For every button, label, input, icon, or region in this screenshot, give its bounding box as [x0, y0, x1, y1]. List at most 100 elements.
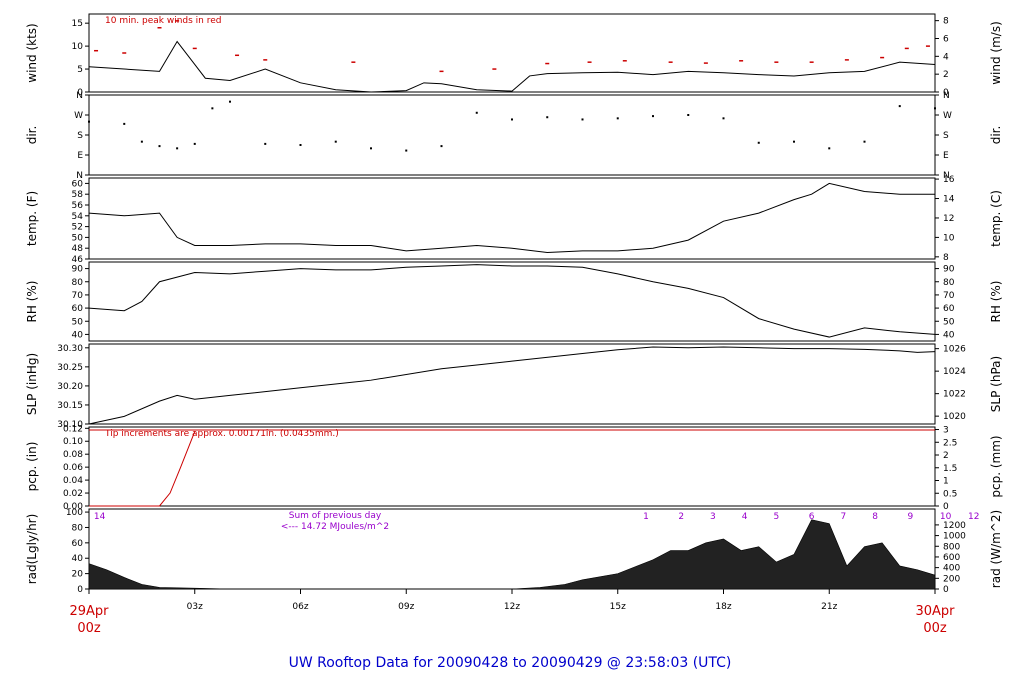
wind-right-tick-label: 0: [943, 88, 949, 98]
time-end-hour: 00z: [923, 621, 947, 636]
time-tick-label: 06z: [292, 602, 308, 612]
pcp-frame: [88, 426, 936, 507]
rh-right-tick-label: 90: [943, 265, 955, 275]
dir-point: [264, 142, 267, 145]
time-tick-label: 12z: [504, 602, 520, 612]
rad-right-tick-label: 800: [943, 542, 960, 552]
pcp-right-tick-label: 0.5: [943, 489, 957, 499]
slp-left-tick-label: 30.10: [57, 420, 83, 430]
dir-point: [757, 141, 760, 144]
rad-hour-mark: 7: [840, 512, 846, 522]
panel-wind: 0 5 10 15 0 2 4 6 8 wind (kts) wind (m/s) 10 min. p…: [25, 13, 1003, 98]
temp-left-tick-label: 46: [72, 255, 84, 265]
time-tick-label: 18z: [715, 602, 731, 612]
dir-left-tick-label: W: [74, 111, 83, 121]
wind-right-tick-label: 8: [943, 17, 949, 27]
dir-point: [88, 120, 90, 123]
temp-frame: [88, 177, 936, 260]
pcp-right-tick-label: 2.5: [943, 438, 957, 448]
wind-ylabel-right: wind (m/s): [989, 21, 1003, 85]
panel-rh: 40 50 60 70 80 90 40 50 60 70 80 90 RH (%) RH (%): [25, 261, 1003, 342]
rad-hour-mark: 2: [678, 512, 684, 522]
temp-left-tick-label: 52: [72, 223, 83, 233]
temp-left-tick-label: 56: [72, 201, 84, 211]
dir-point: [652, 115, 654, 118]
rh-left-tick-label: 80: [72, 278, 84, 288]
rad-hour-mark: 9: [907, 512, 913, 522]
panel-pcp: 0.00 0.02 0.04 0.06 0.08 0.10 0.12 0 0.5 1 1.5 2 2.5…: [25, 424, 1003, 512]
dir-point: [299, 144, 302, 146]
rh-left-tick-label: 50: [72, 317, 84, 327]
temp-left-tick-label: 54: [72, 212, 84, 222]
wind-left-tick-label: 15: [72, 19, 83, 29]
pcp-series-line: [89, 431, 196, 507]
rad-annotation-line-1: Sum of previous day: [289, 511, 382, 521]
dir-point: [475, 111, 478, 114]
slp-left-tick-label: 30.20: [57, 382, 83, 392]
dir-right-tick-label: N: [943, 171, 950, 181]
pcp-left-tick-label: 0.06: [63, 463, 83, 473]
rad-annotation-line-2: <--- 14.72 MJoules/m^2: [281, 522, 389, 532]
dir-point: [546, 116, 549, 119]
pcp-ylabel-right: pcp. (mm): [989, 435, 1003, 497]
slp-frame: [88, 343, 936, 425]
rh-right-tick-label: 40: [943, 330, 955, 340]
pcp-left-tick-label: 0.10: [63, 437, 83, 447]
slp-left-tick-label: 30.30: [57, 344, 83, 354]
pcp-left-tick-label: 0.02: [63, 489, 83, 499]
rh-left-tick-label: 90: [72, 265, 84, 275]
panel-slp: 30.10 30.15 30.20 30.25 30.30 1020 1022 1024 102…: [25, 343, 1003, 430]
rad-hour-mark: 4: [742, 512, 748, 522]
rad-right-tick-label: 600: [943, 553, 960, 563]
pcp-right-tick-label: 1.5: [943, 464, 957, 474]
slp-ylabel-left: SLP (inHg): [25, 353, 39, 415]
rad-hour-mark: 6: [809, 512, 815, 522]
time-start-hour: 00z: [77, 621, 101, 636]
dir-point: [140, 140, 143, 143]
slp-right-tick-label: 1020: [943, 412, 966, 422]
temp-right-tick-label: 14: [943, 195, 955, 205]
dir-left-tick-label: N: [76, 91, 83, 101]
time-tick-label: 15z: [610, 602, 626, 612]
pcp-annotation: Tip increments are approx. 0.00171in. (0…: [104, 429, 339, 439]
time-tick-label: 09z: [398, 602, 414, 612]
rad-left-tick-label: 60: [72, 539, 84, 549]
dir-point: [211, 107, 214, 110]
dir-point: [934, 107, 936, 110]
pcp-left-tick-label: 0.04: [63, 476, 83, 486]
rad-ylabel-right: rad (W/m^2): [989, 510, 1003, 588]
slp-right-tick-label: 1022: [943, 390, 966, 400]
rad-right-tick-label: 200: [943, 574, 960, 584]
rad-left-tick-label: 20: [72, 570, 84, 580]
rad-right-tick-label: 400: [943, 564, 960, 574]
pcp-left-tick-label: 0.08: [63, 450, 83, 460]
temp-right-tick-label: 8: [943, 253, 949, 263]
pcp-right-tick-label: 0: [943, 502, 949, 512]
rad-right-tick-label: 1200: [943, 521, 966, 531]
rad-area: [88, 519, 936, 590]
temp-series-line: [88, 182, 935, 254]
dir-point: [687, 114, 690, 116]
rh-ylabel-left: RH (%): [25, 281, 39, 323]
dir-frame: [88, 94, 936, 176]
dir-point: [123, 122, 126, 125]
slp-series-line: [88, 346, 936, 425]
dir-point: [616, 117, 619, 120]
temp-ylabel-left: temp. (F): [25, 191, 39, 246]
rad-hour-mark: 14: [94, 512, 106, 522]
temp-left-tick-label: 50: [72, 233, 84, 243]
pcp-left-tick-label: 0.12: [63, 424, 83, 434]
wind-annotation: 10 min. peak winds in red: [105, 16, 222, 26]
slp-right-tick-label: 1026: [943, 345, 966, 355]
rad-hour-mark: 8: [872, 512, 878, 522]
rh-ylabel-right: RH (%): [989, 281, 1003, 323]
rh-right-tick-label: 80: [943, 278, 955, 288]
pcp-right-tick-label: 3: [943, 426, 949, 436]
wind-right-tick-label: 2: [943, 70, 949, 80]
wind-left-tick-label: 0: [77, 88, 83, 98]
wind-right-tick-label: 4: [943, 52, 949, 62]
time-axis: 03z 06z 09z 12z 15z 18z 21z 29Apr 00z 30Apr 00z: [69, 589, 955, 636]
wind-left-tick-label: 5: [77, 65, 83, 75]
